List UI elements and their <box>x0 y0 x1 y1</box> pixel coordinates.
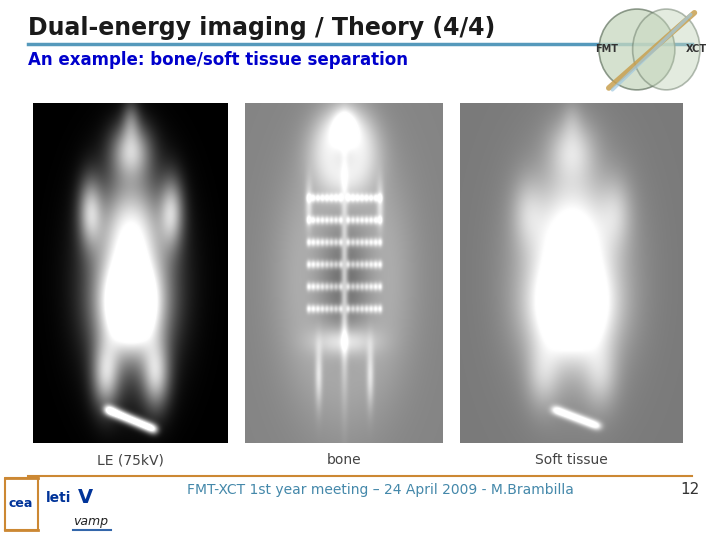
Text: bone: bone <box>327 453 361 467</box>
Text: LE (75kV): LE (75kV) <box>97 453 164 467</box>
Text: FMT: FMT <box>595 44 618 55</box>
Text: V: V <box>78 488 94 508</box>
Text: XCT: XCT <box>686 44 707 55</box>
Text: Soft tissue: Soft tissue <box>535 453 608 467</box>
Text: leti: leti <box>46 491 71 505</box>
Text: vamp: vamp <box>73 516 108 529</box>
Text: 12: 12 <box>680 483 700 497</box>
Text: cea: cea <box>9 497 33 510</box>
Text: FMT-XCT 1st year meeting – 24 April 2009 - M.Brambilla: FMT-XCT 1st year meeting – 24 April 2009… <box>186 483 573 497</box>
Ellipse shape <box>633 9 700 90</box>
Text: An example: bone/soft tissue separation: An example: bone/soft tissue separation <box>28 51 408 69</box>
Ellipse shape <box>599 9 675 90</box>
Text: Dual-energy imaging / Theory (4/4): Dual-energy imaging / Theory (4/4) <box>28 16 495 40</box>
